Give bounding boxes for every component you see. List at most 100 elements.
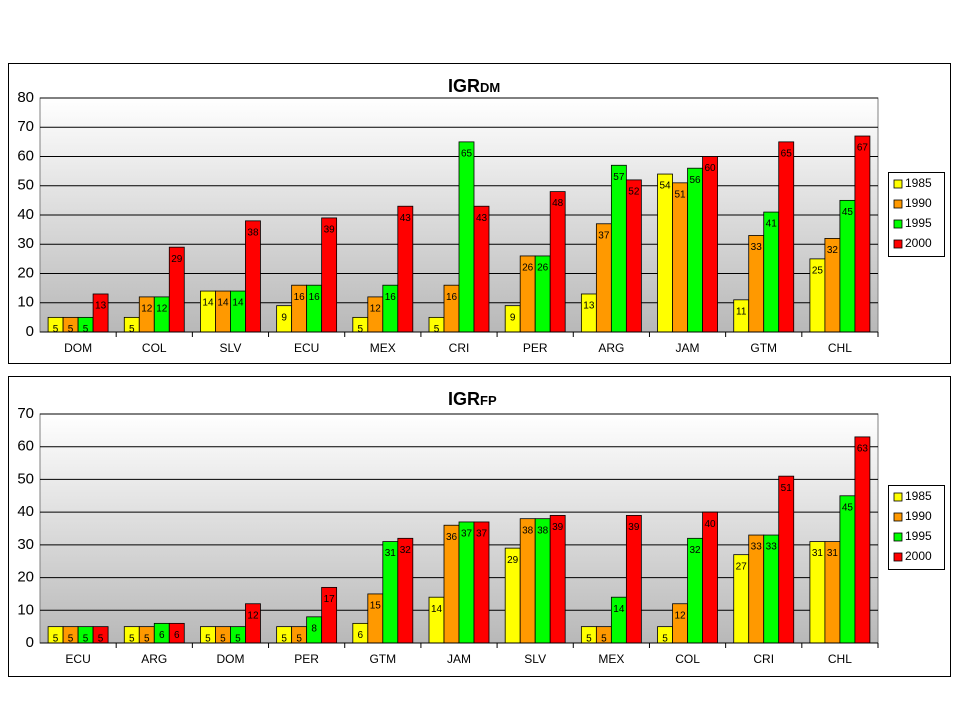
value-label: 9 — [510, 312, 516, 323]
bar — [657, 173, 673, 333]
title-main: IGR — [448, 76, 480, 96]
y-tick-label: 50 — [17, 470, 34, 487]
value-label: 60 — [704, 163, 716, 174]
x-tick-label: ECU — [65, 652, 90, 666]
value-label: 33 — [751, 542, 763, 553]
value-label: 14 — [202, 298, 214, 309]
bar — [854, 135, 871, 333]
chart-title: IGRFP — [448, 389, 497, 409]
value-label: 37 — [598, 230, 610, 241]
value-label: 29 — [507, 555, 519, 566]
value-label: 6 — [159, 630, 165, 641]
y-tick-label: 50 — [17, 177, 34, 194]
value-label: 14 — [431, 604, 443, 615]
value-label: 5 — [129, 324, 135, 335]
y-tick-label: 60 — [17, 438, 34, 455]
legend-label: 1990 — [905, 509, 932, 523]
value-label: 5 — [235, 633, 241, 644]
value-label: 31 — [827, 548, 839, 559]
bar — [854, 436, 871, 644]
bar — [625, 515, 642, 644]
bar — [625, 179, 642, 333]
y-tick-label: 0 — [26, 323, 34, 340]
x-tick-label: CRI — [449, 341, 470, 355]
value-label: 37 — [476, 529, 488, 540]
bar — [443, 524, 460, 644]
bar — [702, 511, 718, 644]
value-label: 33 — [751, 242, 763, 253]
y-tick-label: 20 — [17, 264, 34, 281]
value-label: 39 — [628, 522, 640, 533]
x-tick-label: PER — [523, 341, 548, 355]
value-label: 9 — [281, 312, 287, 323]
value-label: 5 — [53, 324, 59, 335]
value-label: 5 — [68, 324, 74, 335]
bar — [473, 521, 490, 644]
x-tick-label: ECU — [294, 341, 319, 355]
x-tick-label: SLV — [524, 652, 546, 666]
value-label: 67 — [857, 143, 869, 154]
bar — [458, 141, 475, 333]
x-tick-label: GTM — [750, 341, 777, 355]
value-label: 5 — [53, 633, 59, 644]
x-tick-label: ARG — [598, 341, 624, 355]
value-label: 17 — [324, 594, 336, 605]
x-tick-label: CHL — [828, 341, 852, 355]
value-label: 12 — [247, 610, 259, 621]
value-label: 16 — [446, 292, 458, 303]
value-label: 32 — [400, 545, 412, 556]
value-label: 5 — [144, 633, 150, 644]
value-label: 26 — [537, 263, 549, 274]
value-label: 38 — [537, 525, 549, 536]
value-label: 65 — [461, 149, 473, 160]
x-tick-label: DOM — [64, 341, 92, 355]
y-tick-label: 10 — [17, 601, 34, 618]
value-label: 31 — [385, 548, 397, 559]
value-label: 63 — [857, 444, 869, 455]
value-label: 51 — [781, 483, 793, 494]
value-label: 29 — [171, 254, 183, 265]
legend-swatch — [893, 532, 903, 542]
legend-swatch — [893, 552, 903, 562]
value-label: 12 — [156, 304, 168, 315]
x-tick-label: CRI — [753, 652, 774, 666]
bar — [687, 167, 703, 333]
y-tick-label: 40 — [17, 503, 34, 520]
value-label: 25 — [812, 266, 824, 277]
value-label: 48 — [552, 198, 564, 209]
value-label: 43 — [400, 213, 412, 224]
value-label: 5 — [83, 324, 89, 335]
value-label: 12 — [674, 610, 686, 621]
value-label: 12 — [370, 304, 382, 315]
bar — [839, 199, 856, 333]
legend-label: 1995 — [905, 529, 932, 543]
value-label: 5 — [586, 633, 592, 644]
legend-swatch — [893, 199, 903, 209]
value-label: 5 — [358, 324, 364, 335]
bar — [397, 205, 414, 333]
legend-label: 1995 — [905, 216, 932, 230]
legend-label: 2000 — [905, 549, 932, 563]
bar — [549, 191, 566, 333]
value-label: 6 — [358, 630, 364, 641]
value-label: 31 — [812, 548, 824, 559]
value-label: 14 — [232, 298, 244, 309]
value-label: 27 — [736, 561, 748, 572]
value-label: 16 — [309, 292, 321, 303]
title-subscript: FP — [480, 393, 497, 408]
value-label: 65 — [781, 149, 793, 160]
legend-swatch — [893, 239, 903, 249]
y-tick-label: 70 — [17, 405, 34, 422]
value-label: 40 — [704, 519, 716, 530]
y-tick-label: 20 — [17, 569, 34, 586]
value-label: 5 — [601, 633, 607, 644]
y-tick-label: 40 — [17, 206, 34, 223]
legend-swatch — [893, 512, 903, 522]
chart-title: IGRDM — [448, 76, 500, 96]
value-label: 5 — [98, 633, 104, 644]
title-subscript: DM — [480, 80, 500, 95]
value-label: 37 — [461, 529, 473, 540]
bar — [778, 475, 795, 644]
y-tick-label: 80 — [17, 89, 34, 106]
